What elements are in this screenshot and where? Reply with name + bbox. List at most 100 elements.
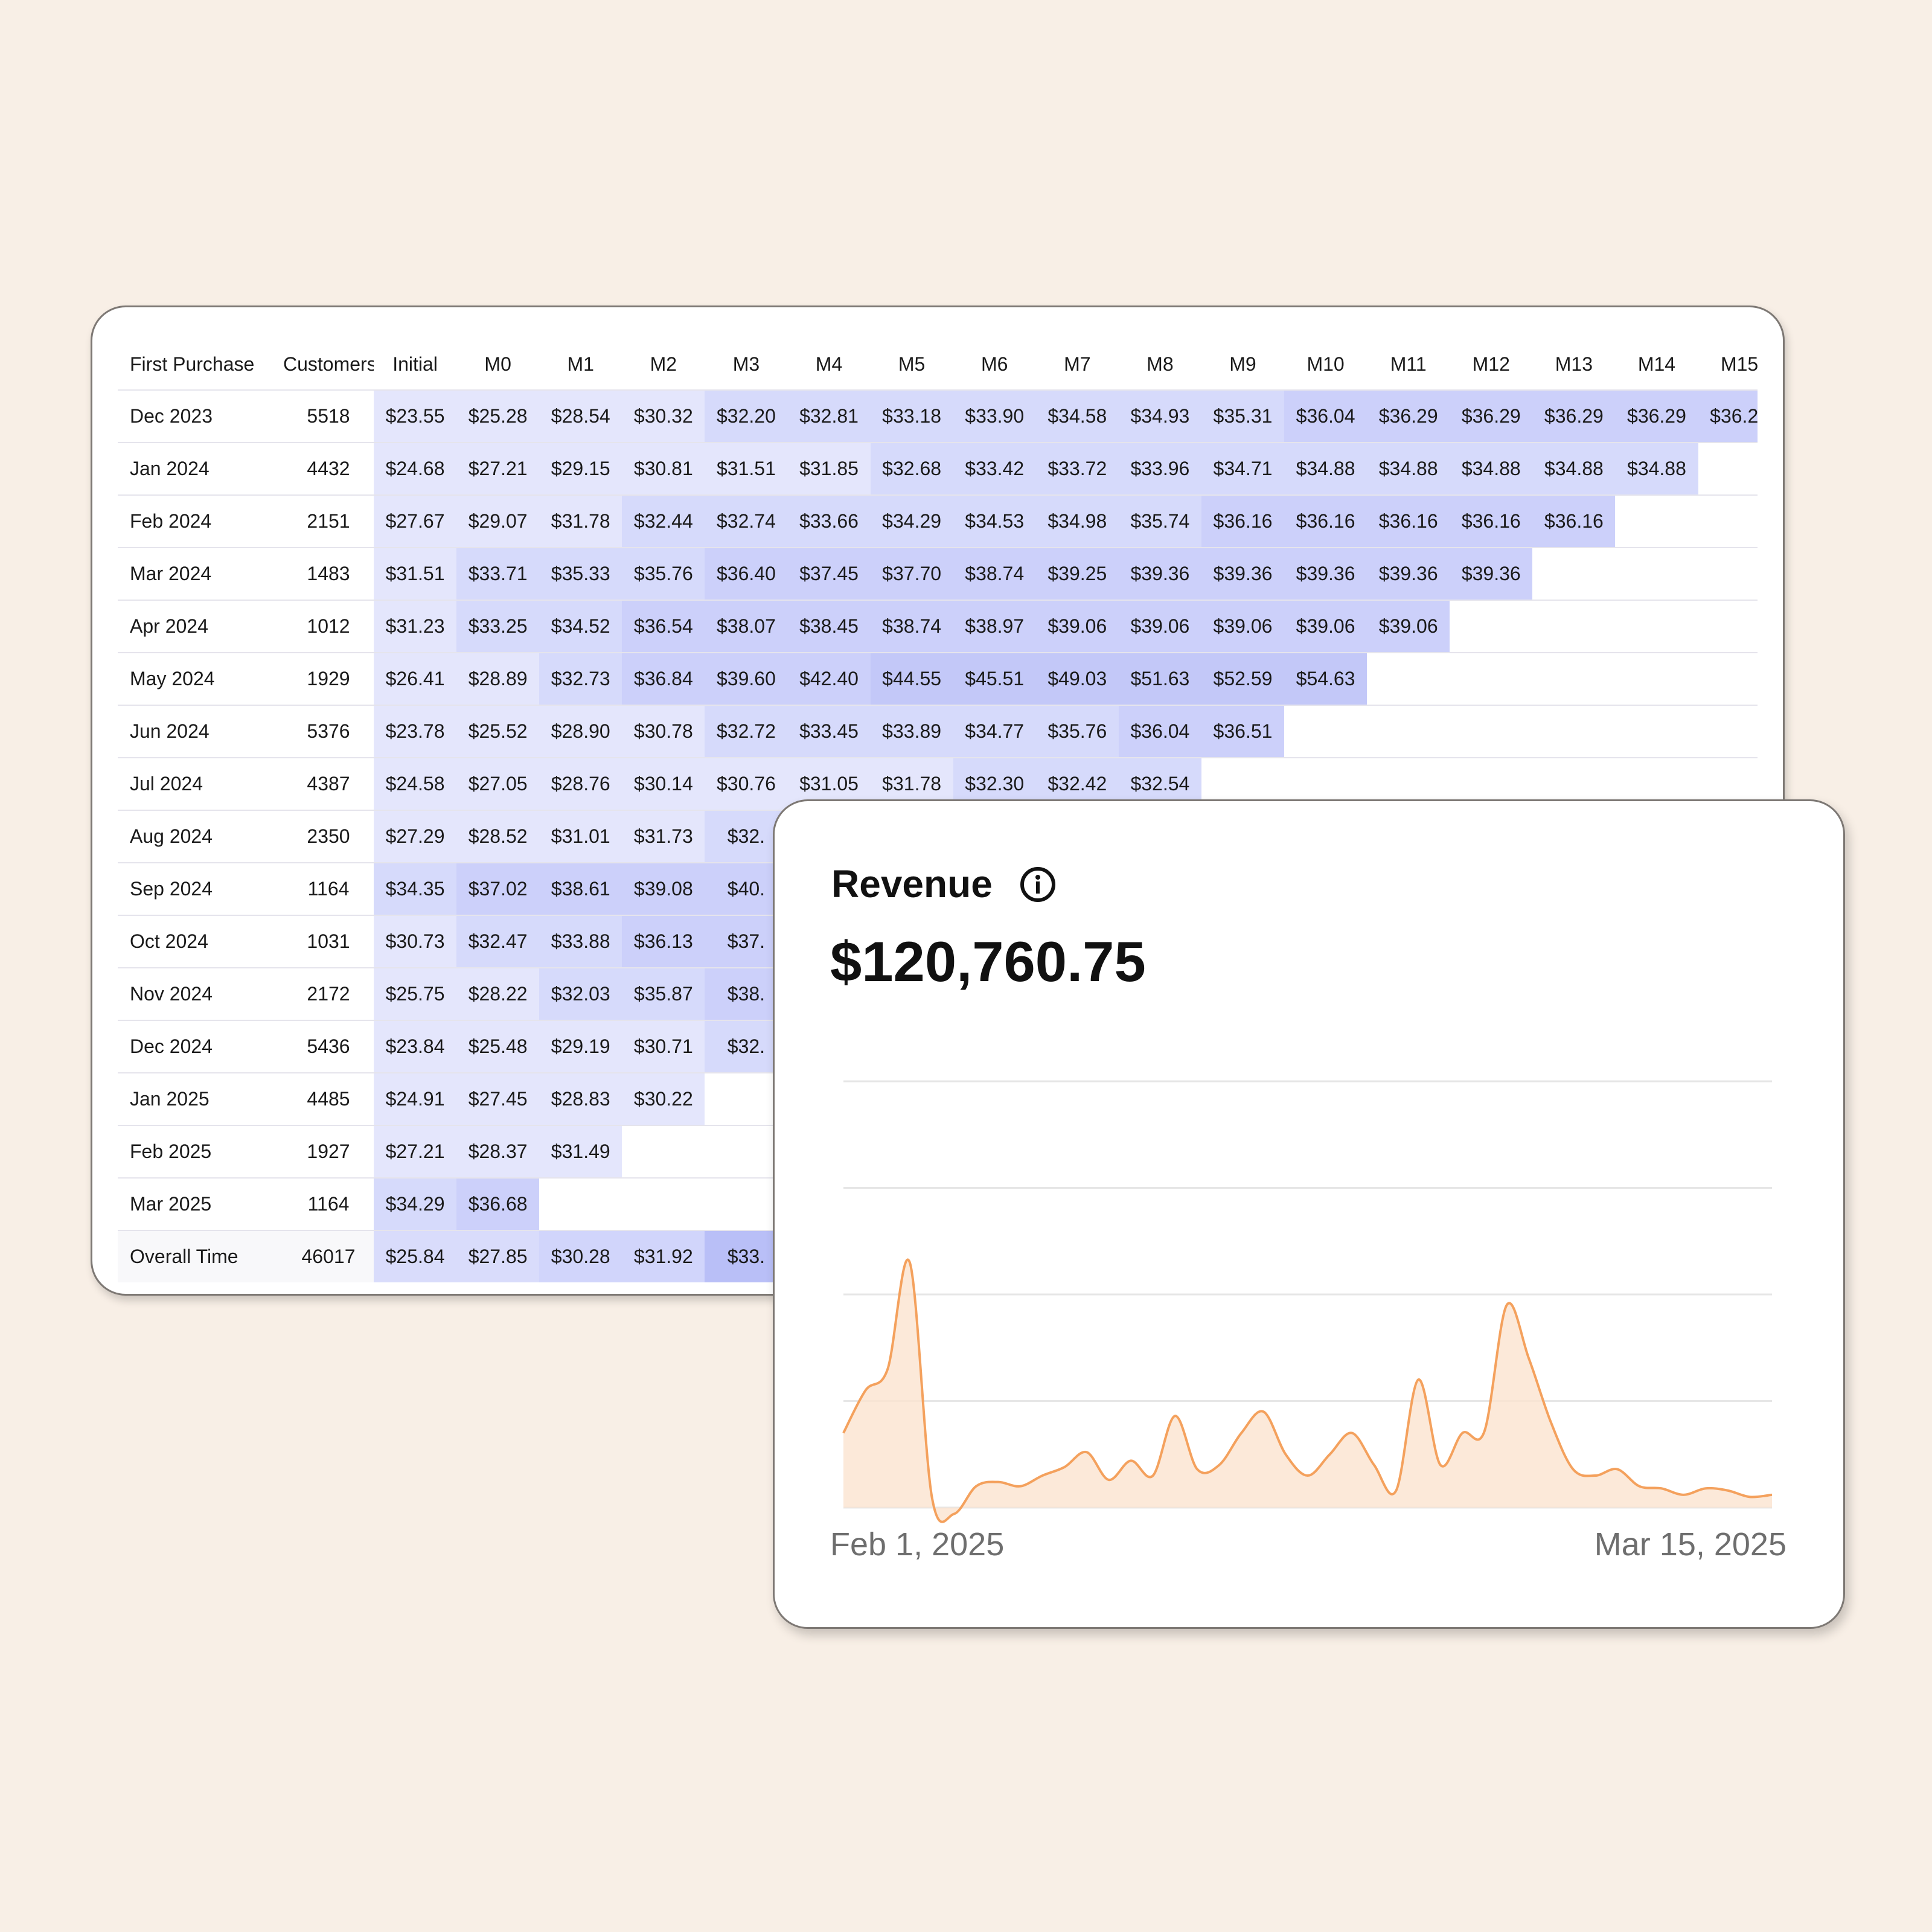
revenue-data-point[interactable] bbox=[1501, 1299, 1513, 1311]
row-label: Dec 2023 bbox=[118, 389, 283, 443]
value-cell: $28.90 bbox=[539, 705, 622, 758]
column-header[interactable]: M13 bbox=[1555, 353, 1593, 375]
value-cell: $39.06 bbox=[1201, 600, 1285, 653]
value-cell: $33.90 bbox=[953, 389, 1036, 443]
value-cell: $36.40 bbox=[705, 547, 788, 600]
column-header[interactable]: M12 bbox=[1472, 353, 1510, 375]
revenue-data-point[interactable] bbox=[1412, 1374, 1424, 1386]
value-cell: $33.45 bbox=[787, 705, 871, 758]
column-header[interactable]: M3 bbox=[732, 353, 760, 375]
revenue-data-point[interactable] bbox=[1545, 1416, 1557, 1428]
revenue-data-point[interactable] bbox=[1014, 1480, 1026, 1492]
row-label: Mar 2024 bbox=[118, 547, 283, 600]
revenue-data-point[interactable] bbox=[1744, 1491, 1756, 1503]
revenue-data-point[interactable] bbox=[1633, 1480, 1645, 1492]
info-icon[interactable] bbox=[1019, 865, 1057, 904]
empty-cell bbox=[1450, 652, 1533, 705]
revenue-data-point[interactable] bbox=[1589, 1470, 1601, 1482]
value-cell: $34.58 bbox=[1035, 389, 1119, 443]
revenue-data-point[interactable] bbox=[1058, 1461, 1070, 1473]
value-cell: $32.20 bbox=[705, 389, 788, 443]
revenue-data-point[interactable] bbox=[904, 1256, 916, 1268]
revenue-data-point[interactable] bbox=[1655, 1482, 1668, 1494]
revenue-data-point[interactable] bbox=[1081, 1446, 1093, 1458]
revenue-data-point[interactable] bbox=[1456, 1427, 1468, 1439]
column-header[interactable]: M11 bbox=[1390, 353, 1427, 375]
revenue-data-point[interactable] bbox=[860, 1384, 872, 1396]
value-cell: $30.78 bbox=[622, 705, 705, 758]
customers-cell: 1929 bbox=[283, 652, 374, 705]
revenue-data-point[interactable] bbox=[1766, 1489, 1778, 1501]
revenue-data-point[interactable] bbox=[1567, 1463, 1579, 1475]
revenue-data-point[interactable] bbox=[1258, 1406, 1270, 1418]
customers-cell: 5376 bbox=[283, 705, 374, 758]
revenue-data-point[interactable] bbox=[1722, 1485, 1734, 1497]
revenue-data-point[interactable] bbox=[1611, 1463, 1623, 1475]
revenue-data-point[interactable] bbox=[1678, 1489, 1690, 1501]
column-header[interactable]: M0 bbox=[484, 353, 511, 375]
column-header[interactable]: First Purchase bbox=[130, 353, 255, 375]
value-cell: $32.68 bbox=[870, 442, 953, 495]
value-cell: $36.29 bbox=[1615, 389, 1698, 443]
value-cell: $30.32 bbox=[622, 389, 705, 443]
revenue-area-fill bbox=[843, 1259, 1772, 1522]
revenue-data-point[interactable] bbox=[1302, 1470, 1314, 1482]
column-header[interactable]: M1 bbox=[567, 353, 594, 375]
column-header[interactable]: M8 bbox=[1147, 353, 1174, 375]
column-header[interactable]: Initial bbox=[392, 353, 438, 375]
revenue-data-point[interactable] bbox=[1435, 1459, 1447, 1471]
revenue-data-point[interactable] bbox=[1147, 1470, 1159, 1482]
value-cell: $36.54 bbox=[622, 600, 705, 653]
revenue-data-point[interactable] bbox=[1368, 1459, 1380, 1471]
revenue-data-point[interactable] bbox=[1037, 1470, 1049, 1482]
column-header[interactable]: M6 bbox=[980, 353, 1008, 375]
value-cell: $38.61 bbox=[539, 862, 622, 915]
customers-cell: 4485 bbox=[283, 1072, 374, 1125]
column-header[interactable]: M5 bbox=[898, 353, 926, 375]
revenue-data-point[interactable] bbox=[948, 1508, 960, 1520]
revenue-data-point[interactable] bbox=[1235, 1427, 1247, 1439]
value-cell: $30.22 bbox=[622, 1072, 705, 1125]
revenue-data-point[interactable] bbox=[1346, 1427, 1358, 1439]
revenue-data-point[interactable] bbox=[1279, 1448, 1291, 1460]
revenue-data-point[interactable] bbox=[1191, 1463, 1203, 1475]
value-cell: $36.16 bbox=[1532, 494, 1616, 548]
revenue-data-point[interactable] bbox=[992, 1476, 1004, 1488]
revenue-data-point[interactable] bbox=[1169, 1410, 1181, 1422]
column-header[interactable]: M15 bbox=[1720, 353, 1758, 375]
row-label: Oct 2024 bbox=[118, 915, 283, 968]
revenue-data-point[interactable] bbox=[926, 1491, 938, 1503]
value-cell: $36.51 bbox=[1201, 705, 1285, 758]
revenue-data-point[interactable] bbox=[1125, 1454, 1137, 1467]
revenue-data-point[interactable] bbox=[1390, 1485, 1402, 1497]
revenue-data-point[interactable] bbox=[1479, 1425, 1491, 1437]
column-header[interactable]: M10 bbox=[1307, 353, 1345, 375]
column-header[interactable]: M14 bbox=[1637, 353, 1676, 375]
customers-cell: 4432 bbox=[283, 442, 374, 495]
revenue-data-point[interactable] bbox=[1523, 1352, 1535, 1364]
revenue-data-point[interactable] bbox=[881, 1363, 894, 1375]
column-header[interactable]: Customers bbox=[283, 353, 374, 375]
revenue-data-point[interactable] bbox=[837, 1427, 849, 1439]
value-cell: $25.52 bbox=[456, 705, 540, 758]
value-cell: $36.29 bbox=[1367, 389, 1450, 443]
column-header[interactable]: M9 bbox=[1229, 353, 1256, 375]
empty-cell bbox=[1532, 652, 1616, 705]
value-cell: $28.76 bbox=[539, 757, 622, 810]
column-header[interactable]: M4 bbox=[815, 353, 843, 375]
revenue-data-point[interactable] bbox=[1324, 1448, 1336, 1460]
revenue-data-point[interactable] bbox=[1700, 1482, 1712, 1494]
column-header[interactable]: M7 bbox=[1064, 353, 1091, 375]
revenue-title: Revenue bbox=[831, 862, 993, 906]
row-label: Apr 2024 bbox=[118, 600, 283, 653]
value-cell: $27.67 bbox=[374, 494, 457, 548]
column-header[interactable]: M2 bbox=[650, 353, 677, 375]
value-cell: $29.19 bbox=[539, 1020, 622, 1073]
customers-cell: 5436 bbox=[283, 1020, 374, 1073]
revenue-data-point[interactable] bbox=[1102, 1474, 1115, 1486]
customers-cell: 1012 bbox=[283, 600, 374, 653]
revenue-data-point[interactable] bbox=[970, 1480, 982, 1492]
value-cell: $38.74 bbox=[953, 547, 1036, 600]
revenue-data-point[interactable] bbox=[1214, 1459, 1226, 1471]
value-cell: $28.54 bbox=[539, 389, 622, 443]
